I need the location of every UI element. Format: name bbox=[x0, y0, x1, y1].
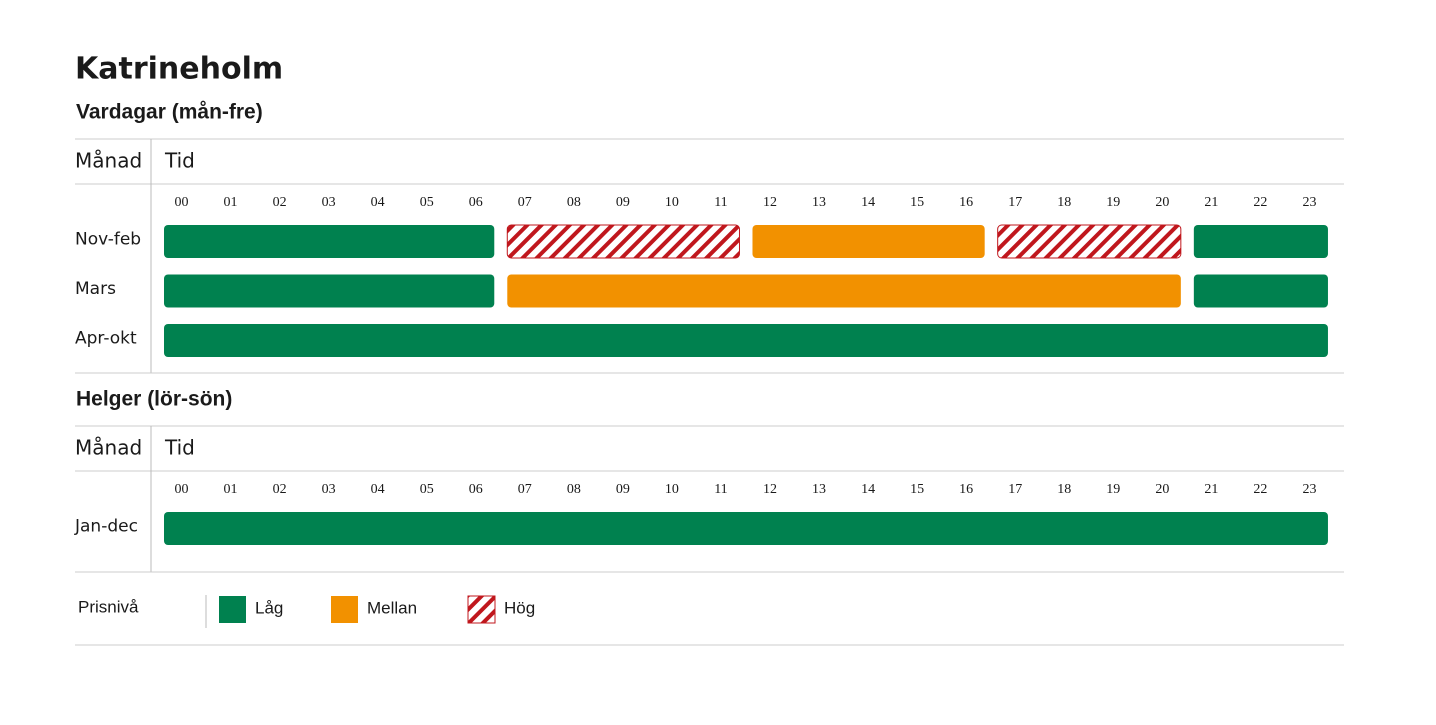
hour-label: 11 bbox=[714, 195, 727, 210]
hour-label: 14 bbox=[861, 482, 875, 497]
row-label: Nov-feb bbox=[75, 230, 141, 250]
price-bar bbox=[164, 274, 495, 308]
hour-label: 10 bbox=[665, 482, 679, 497]
legend-title: Prisnivå bbox=[78, 597, 139, 616]
hour-label: 05 bbox=[420, 195, 434, 210]
hour-label: 13 bbox=[812, 482, 826, 497]
hour-label: 20 bbox=[1155, 482, 1169, 497]
hour-label: 19 bbox=[1106, 195, 1120, 210]
time-header: Tid bbox=[164, 149, 195, 173]
legend-swatch bbox=[467, 595, 496, 624]
hour-label: 17 bbox=[1008, 482, 1022, 497]
row-label: Mars bbox=[75, 279, 116, 299]
hour-label: 04 bbox=[371, 482, 385, 497]
hour-label: 08 bbox=[567, 195, 581, 210]
hour-label: 01 bbox=[224, 195, 238, 210]
month-header: Månad bbox=[75, 436, 142, 460]
hour-label: 07 bbox=[518, 482, 532, 497]
price-bar bbox=[164, 225, 495, 258]
price-bar bbox=[752, 225, 985, 258]
legend-label: Låg bbox=[255, 598, 283, 617]
hour-label: 04 bbox=[371, 195, 385, 210]
hour-label: 11 bbox=[714, 482, 727, 497]
hour-label: 15 bbox=[910, 195, 924, 210]
hour-label: 03 bbox=[322, 195, 336, 210]
hour-label: 18 bbox=[1057, 195, 1071, 210]
hour-label: 03 bbox=[322, 482, 336, 497]
price-bar bbox=[506, 224, 740, 259]
hour-label: 15 bbox=[910, 482, 924, 497]
hour-label: 07 bbox=[518, 195, 532, 210]
hour-label: 21 bbox=[1204, 195, 1218, 210]
price-bar bbox=[1193, 274, 1328, 308]
hour-label: 10 bbox=[665, 195, 679, 210]
hour-label: 16 bbox=[959, 195, 973, 210]
row-label: Jan-dec bbox=[74, 517, 138, 537]
section-title: Vardagar (mån-fre) bbox=[76, 101, 263, 124]
hour-label: 08 bbox=[567, 482, 581, 497]
price-bar bbox=[164, 324, 1328, 357]
price-bar bbox=[997, 224, 1182, 259]
hour-label: 12 bbox=[763, 195, 777, 210]
section-title: Helger (lör-sön) bbox=[76, 388, 232, 411]
hour-label: 09 bbox=[616, 195, 630, 210]
hour-label: 00 bbox=[175, 195, 189, 210]
hour-label: 19 bbox=[1106, 482, 1120, 497]
row-label: Apr-okt bbox=[75, 329, 137, 349]
hour-label: 16 bbox=[959, 482, 973, 497]
legend-label: Hög bbox=[504, 598, 535, 617]
price-bar bbox=[164, 512, 1328, 545]
hour-label: 00 bbox=[175, 482, 189, 497]
hour-label: 12 bbox=[763, 482, 777, 497]
hour-label: 20 bbox=[1155, 195, 1169, 210]
hour-label: 13 bbox=[812, 195, 826, 210]
hour-label: 05 bbox=[420, 482, 434, 497]
hour-label: 09 bbox=[616, 482, 630, 497]
hour-label: 06 bbox=[469, 195, 483, 210]
price-bar bbox=[1193, 225, 1328, 258]
hour-label: 23 bbox=[1302, 195, 1316, 210]
hour-label: 23 bbox=[1302, 482, 1316, 497]
month-header: Månad bbox=[75, 149, 142, 173]
hour-label: 02 bbox=[273, 195, 287, 210]
hour-label: 22 bbox=[1253, 482, 1267, 497]
page-title: Katrineholm bbox=[75, 52, 283, 87]
hour-label: 22 bbox=[1253, 195, 1267, 210]
legend-swatch bbox=[331, 596, 358, 623]
price-bar bbox=[507, 274, 1181, 308]
time-header: Tid bbox=[164, 436, 195, 460]
hour-label: 21 bbox=[1204, 482, 1218, 497]
hour-label: 14 bbox=[861, 195, 875, 210]
hour-label: 02 bbox=[273, 482, 287, 497]
hour-label: 17 bbox=[1008, 195, 1022, 210]
legend-swatch bbox=[219, 596, 246, 623]
hour-label: 01 bbox=[224, 482, 238, 497]
legend-label: Mellan bbox=[367, 598, 417, 617]
hour-label: 06 bbox=[469, 482, 483, 497]
hour-label: 18 bbox=[1057, 482, 1071, 497]
